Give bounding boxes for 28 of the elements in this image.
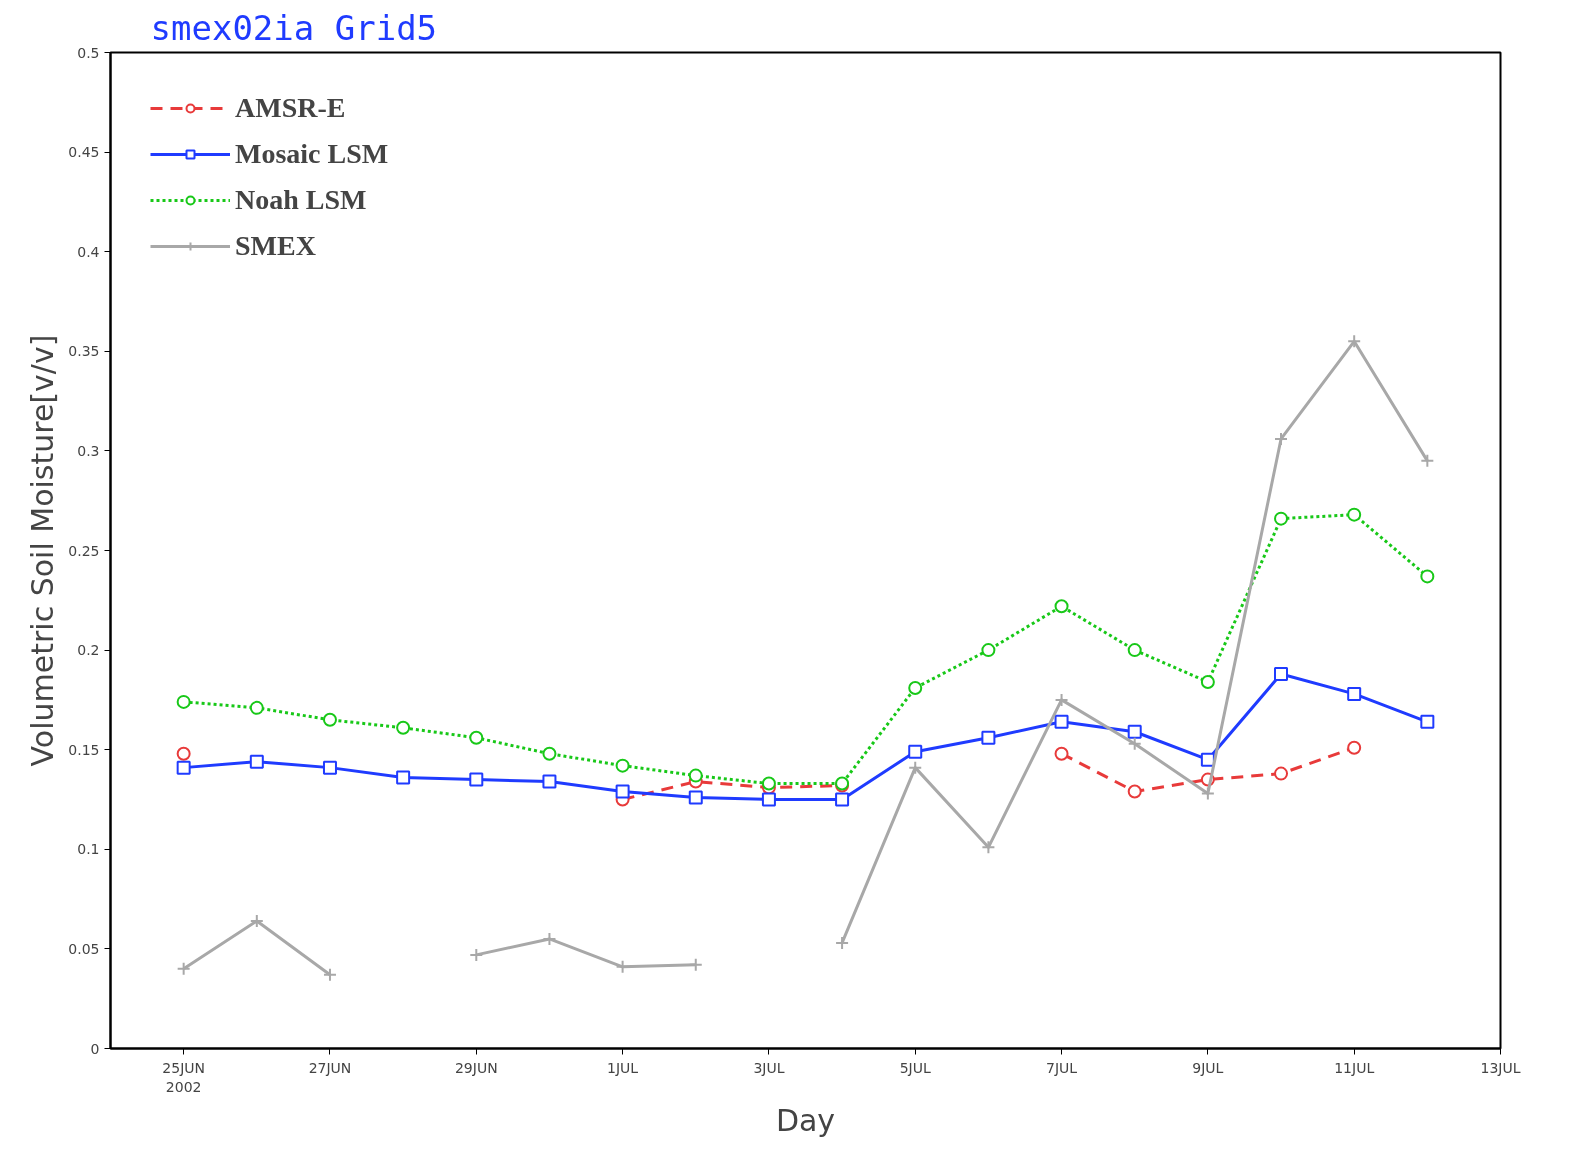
- y-axis-title: Volumetric Soil Moisture[v/v]: [25, 334, 61, 767]
- y-tick-label: 0.25: [68, 542, 100, 559]
- y-tick-label: 0.2: [77, 642, 100, 659]
- y-tick-label: 0.35: [68, 343, 100, 360]
- x-tick-label: 9JUL: [1192, 1059, 1224, 1076]
- x-axis-title: Day: [775, 1102, 836, 1138]
- y-tick-label: 0.3: [77, 442, 100, 459]
- x-tick-label: 3JUL: [753, 1059, 785, 1076]
- legend-label: Noah LSM: [235, 184, 367, 216]
- x-tick-label: 1JUL: [607, 1059, 639, 1076]
- y-tick-label: 0.45: [68, 144, 100, 161]
- y-tick-label: 0: [90, 1040, 100, 1057]
- y-tick-label: 0.4: [77, 243, 100, 260]
- y-tick-label: 0.5: [77, 44, 100, 61]
- y-tick-label: 0.1: [77, 841, 100, 858]
- x-tick-label: 27JUN: [308, 1059, 352, 1076]
- y-tick-label: 0.15: [68, 741, 100, 758]
- x-tick-label: 13JUL: [1480, 1059, 1521, 1076]
- chart-title: smex02ia Grid5: [150, 7, 438, 48]
- x-tick-label: 7JUL: [1046, 1059, 1078, 1076]
- x-tick-label: 5JUL: [899, 1059, 931, 1076]
- x-tick-label: 11JUL: [1334, 1059, 1375, 1076]
- legend-label: SMEX: [235, 230, 316, 262]
- y-tick-label: 0.05: [68, 940, 100, 957]
- legend-label: Mosaic LSM: [235, 138, 389, 170]
- legend-label: AMSR-E: [235, 92, 346, 124]
- x-tick-label: 25JUN 2002: [162, 1059, 205, 1095]
- x-tick-label: 29JUN: [454, 1059, 498, 1076]
